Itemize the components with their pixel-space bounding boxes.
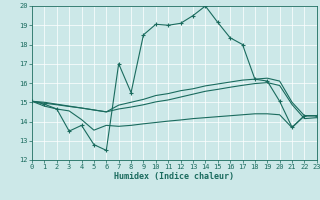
X-axis label: Humidex (Indice chaleur): Humidex (Indice chaleur) [115, 172, 234, 181]
